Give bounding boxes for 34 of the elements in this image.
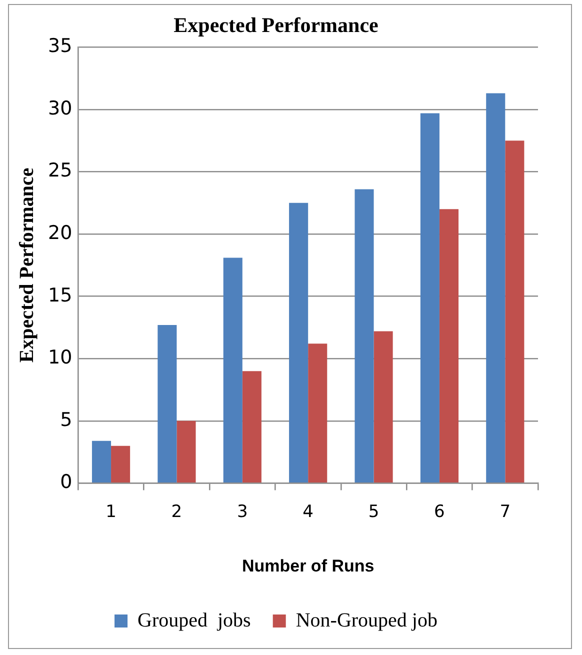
y-tick-label: 10: [48, 346, 72, 369]
x-axis-title: Number of Runs: [242, 556, 374, 576]
bar: [289, 202, 308, 483]
bar: [354, 189, 374, 483]
bar: [420, 113, 440, 483]
x-tick-label: 5: [368, 502, 380, 522]
x-tick-label: 7: [500, 502, 511, 522]
bar: [111, 446, 130, 483]
bar: [176, 420, 196, 483]
x-tick-label: 2: [171, 502, 182, 522]
x-tick-label: 6: [434, 502, 445, 522]
legend-label: Grouped jobs: [138, 609, 252, 632]
chart-title: Expected Performance: [174, 13, 378, 38]
bar: [439, 209, 459, 483]
y-tick-label: 25: [48, 160, 72, 182]
x-tick-label: 4: [302, 502, 314, 522]
bar: [223, 258, 242, 483]
bar: [308, 344, 328, 483]
bar: [486, 93, 506, 483]
x-tick-label: 1: [106, 502, 116, 522]
y-axis-title: Expected Performance: [16, 168, 38, 363]
bar: [242, 371, 262, 483]
bar: [505, 140, 524, 483]
bar: [374, 331, 393, 483]
y-tick-label: 5: [60, 408, 72, 431]
x-tick-label: 3: [236, 502, 248, 522]
y-tick-label: 20: [48, 222, 72, 244]
y-tick-label: 30: [48, 97, 72, 120]
bar: [158, 324, 177, 483]
y-tick-label: 0: [60, 471, 72, 494]
y-tick-label: 15: [48, 284, 72, 306]
y-tick-label: 35: [48, 35, 72, 58]
legend-label: Non-Grouped job: [296, 609, 438, 632]
bar: [92, 440, 112, 483]
